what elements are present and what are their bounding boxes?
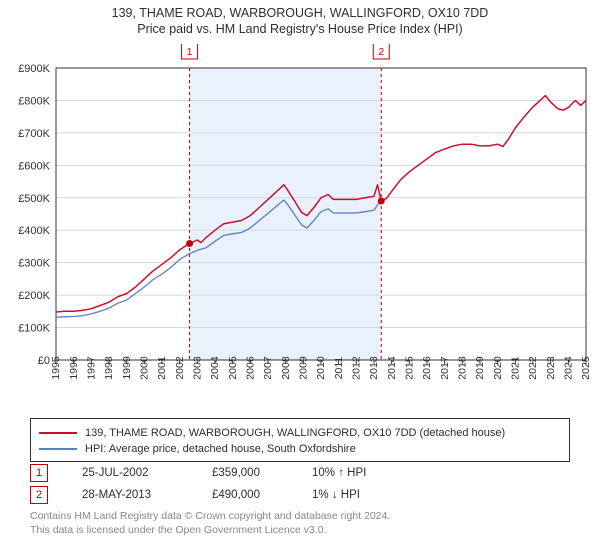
svg-text:£500K: £500K: [18, 193, 50, 205]
svg-text:£300K: £300K: [18, 258, 50, 270]
svg-text:£900K: £900K: [18, 63, 50, 75]
sale-rows: 1 25-JUL-2002 £359,000 10% ↑ HPI 2 28-MA…: [30, 462, 570, 506]
footer-line-1: Contains HM Land Registry data © Crown c…: [30, 510, 570, 524]
chart-area: £0 £100K £200K £300K £400K £500K £600K £700K £80…: [0, 44, 600, 408]
legend-entry-property: 139, THAME ROAD, WARBOROUGH, WALLINGFORD…: [39, 425, 561, 441]
sale-delta-1: 10% ↑ HPI: [312, 467, 432, 479]
svg-text:£600K: £600K: [18, 160, 50, 172]
svg-text:£800K: £800K: [18, 95, 50, 107]
svg-text:£100K: £100K: [18, 323, 50, 335]
sale-row-2: 2 28-MAY-2013 £490,000 1% ↓ HPI: [30, 484, 570, 506]
svg-text:£700K: £700K: [18, 128, 50, 140]
sale-date-2: 28-MAY-2013: [82, 489, 212, 501]
sale-row-1: 1 25-JUL-2002 £359,000 10% ↑ HPI: [30, 462, 570, 484]
sale-badge-1: 1: [30, 464, 48, 482]
footer-line-2: This data is licensed under the Open Gov…: [30, 524, 570, 538]
legend-swatch-property: [39, 432, 77, 434]
chart-titles: 139, THAME ROAD, WARBOROUGH, WALLINGFORD…: [0, 0, 600, 36]
chart-container: 139, THAME ROAD, WARBOROUGH, WALLINGFORD…: [0, 0, 600, 560]
sale-date-1: 25-JUL-2002: [82, 467, 212, 479]
sale-badge-2: 2: [30, 486, 48, 504]
sale-price-1: £359,000: [212, 467, 312, 479]
footer: Contains HM Land Registry data © Crown c…: [30, 510, 570, 537]
sale-price-2: £490,000: [212, 489, 312, 501]
svg-text:2: 2: [378, 47, 384, 58]
legend-label-property: 139, THAME ROAD, WARBOROUGH, WALLINGFORD…: [85, 427, 505, 439]
sale-delta-2: 1% ↓ HPI: [312, 489, 432, 501]
title-address: 139, THAME ROAD, WARBOROUGH, WALLINGFORD…: [0, 6, 600, 20]
legend-swatch-hpi: [39, 448, 77, 450]
legend: 139, THAME ROAD, WARBOROUGH, WALLINGFORD…: [30, 418, 570, 462]
legend-entry-hpi: HPI: Average price, detached house, Sout…: [39, 441, 561, 457]
title-subtitle: Price paid vs. HM Land Registry's House …: [0, 22, 600, 36]
legend-label-hpi: HPI: Average price, detached house, Sout…: [85, 443, 356, 455]
svg-text:£400K: £400K: [18, 225, 50, 237]
svg-text:£200K: £200K: [18, 290, 50, 302]
svg-text:£0: £0: [38, 355, 50, 367]
chart-svg: £0 £100K £200K £300K £400K £500K £600K £700K £80…: [0, 44, 600, 408]
svg-text:1: 1: [187, 47, 193, 58]
